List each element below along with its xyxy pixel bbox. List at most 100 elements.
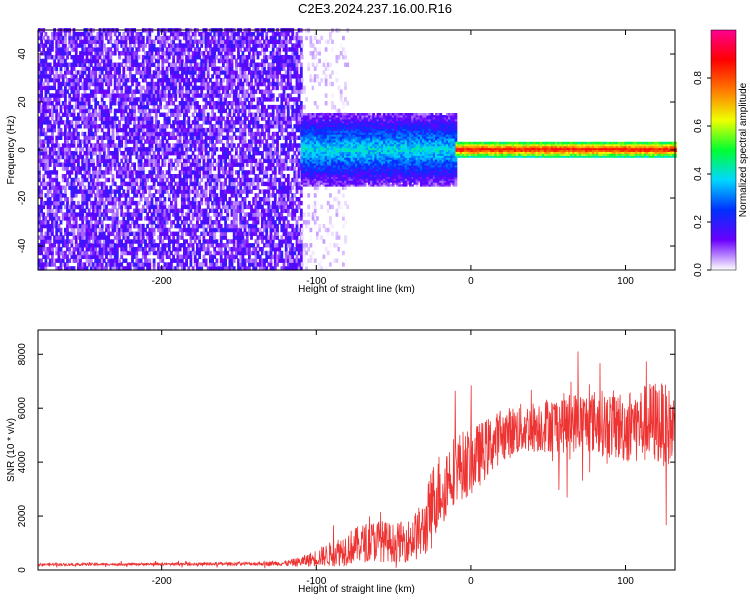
spectrogram-cell [241, 208, 245, 213]
spectrogram-cell [161, 212, 165, 217]
spectrogram-cell [64, 47, 67, 52]
spectrogram-cell [74, 62, 78, 67]
spectrogram-cell [159, 181, 162, 187]
spectrogram-cell [135, 239, 139, 244]
spectrogram-cell [133, 58, 136, 64]
spectrogram-cell [83, 43, 87, 48]
spectrogram-cell [206, 74, 210, 79]
spectrogram-cell [133, 104, 136, 110]
spectrogram-cell [215, 208, 219, 213]
spectrogram-cell [191, 235, 195, 240]
spectrogram-cell [77, 62, 80, 67]
spectrogram-cell [154, 158, 158, 163]
spectrogram-cell [183, 223, 186, 229]
spectrogram-cell [70, 89, 74, 94]
spectrogram-cell [241, 131, 245, 137]
spectrogram-cell [81, 147, 85, 152]
spectrogram-cell [102, 147, 106, 152]
spectrogram-cell [237, 39, 240, 44]
spectrogram-cell [126, 124, 130, 129]
spectrogram-cell [258, 247, 262, 252]
spectrogram-cell [92, 131, 95, 137]
spectrogram-cell [241, 43, 245, 48]
spectrogram-cell [113, 112, 117, 117]
spectrogram-cell [167, 235, 171, 240]
spectrogram-cell [176, 74, 180, 79]
spectrogram-cell [53, 143, 56, 148]
spectrogram-cell [256, 31, 260, 37]
spectrogram-cell [154, 189, 158, 194]
spectrogram-cell [226, 93, 230, 98]
spectrogram-cell [245, 174, 249, 179]
spectrogram-cell [87, 185, 91, 190]
spectrogram-cell [172, 247, 175, 252]
spectrogram-cell [241, 135, 245, 140]
spectrogram-cell [55, 223, 59, 229]
spectrogram-cell [38, 235, 41, 240]
spectrogram-cell [198, 93, 201, 98]
spectrogram-cell [150, 235, 154, 240]
spectrogram-cell [241, 31, 245, 37]
spectrogram-cell [248, 216, 251, 221]
spectrogram-cell [189, 39, 193, 44]
spectrogram-cell [161, 258, 165, 263]
spectrogram-cell [163, 200, 167, 206]
spectrogram-cell [180, 131, 184, 137]
spectrogram-cell [222, 193, 225, 198]
spectrogram-cell [224, 58, 227, 64]
spectrogram-cell [178, 247, 182, 252]
spectrogram-cell [157, 39, 160, 44]
spectrogram-cell [122, 35, 126, 41]
spectrogram-cell [57, 78, 61, 83]
spectrogram-cell [137, 208, 141, 213]
spectrogram-cell [92, 39, 95, 44]
spectrogram-cell [241, 247, 245, 252]
spectrogram-cell [122, 166, 126, 171]
spectrogram-cell [51, 181, 54, 187]
spectrogram-cell [85, 177, 89, 183]
spectrogram-cell [198, 181, 201, 187]
spectrogram-cell [66, 239, 69, 244]
spectrogram-cell [100, 116, 104, 121]
spectrogram-cell [89, 89, 93, 94]
spectrogram-cell [87, 189, 91, 194]
spectrogram-cell [40, 31, 43, 37]
spectrogram-cell [139, 127, 143, 133]
spectrogram-cell [256, 185, 260, 190]
spectrogram-cell [254, 158, 258, 163]
spectrogram-cell [191, 55, 195, 60]
spectrogram-cell [176, 147, 180, 152]
spectrogram-cell [64, 216, 67, 221]
spectrogram-cell [250, 39, 253, 44]
spectrogram-cell [258, 97, 262, 102]
spectrogram-cell [87, 66, 91, 71]
spectrogram-cell [51, 177, 54, 183]
spectrogram-cell [263, 208, 266, 213]
spectrogram-cell [137, 39, 141, 44]
spectrogram-cell [59, 185, 63, 190]
spectrogram-cell [261, 212, 264, 217]
spectrogram-cell [170, 189, 173, 194]
spectrogram-cell [137, 227, 141, 233]
spectrogram-cell [55, 62, 59, 67]
spectrogram-cell [137, 124, 141, 129]
spectrogram-cell [131, 47, 134, 52]
spectrogram-cell [38, 104, 41, 110]
spectrogram-cell [209, 262, 212, 267]
spectrogram-cell [178, 51, 182, 56]
spectrogram-cell [167, 66, 171, 71]
spectrogram-cell [38, 35, 41, 41]
spectrogram-cell [183, 93, 186, 98]
spectrogram-cell [219, 154, 223, 160]
spectrogram-cell [146, 58, 149, 64]
spectrogram-cell [211, 177, 214, 183]
spectrogram-cell [174, 166, 178, 171]
spectrogram-cell [68, 170, 72, 175]
spectrogram-cell [98, 104, 102, 110]
spectrogram-cell [89, 247, 93, 252]
spectrogram-cell [213, 89, 217, 94]
spectrogram-cell [120, 239, 124, 244]
spectrogram-cell [74, 104, 78, 110]
spectrogram-cell [83, 81, 87, 87]
spectrogram-cell [241, 223, 245, 229]
